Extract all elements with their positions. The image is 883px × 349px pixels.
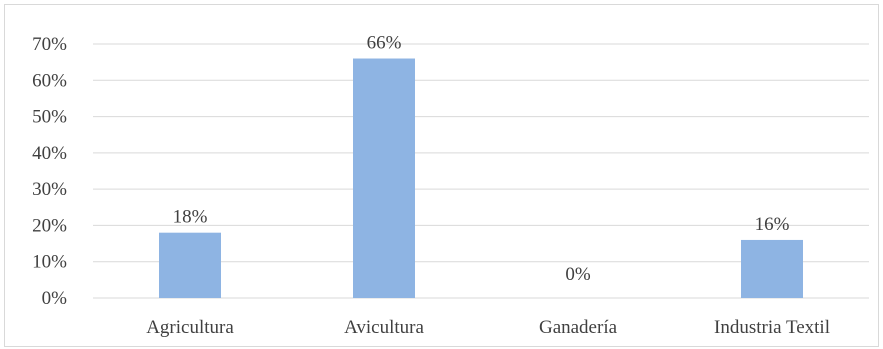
bar	[353, 58, 415, 299]
y-tick-label: 30%	[32, 179, 67, 200]
y-tick-label: 60%	[32, 70, 67, 91]
x-axis-category-labels: Agricultura Avicultura Ganadería Industria …	[146, 317, 830, 338]
bars	[159, 58, 803, 299]
data-labels: 18% 66% 0% 16%	[173, 33, 790, 285]
x-category-label: Agricultura	[146, 317, 234, 338]
gridlines	[93, 43, 869, 299]
data-label: 66%	[367, 33, 402, 54]
bar	[159, 232, 221, 298]
y-tick-label: 0%	[42, 288, 68, 309]
x-category-label: Avicultura	[344, 317, 424, 338]
y-tick-label: 20%	[32, 215, 67, 236]
y-tick-label: 50%	[32, 107, 67, 128]
x-category-label: Industria Textil	[714, 317, 830, 338]
chart-frame	[4, 4, 879, 347]
data-label: 18%	[173, 207, 208, 228]
x-category-label: Ganadería	[539, 317, 618, 338]
bar	[741, 239, 803, 298]
y-tick-label: 40%	[32, 143, 67, 164]
data-label: 16%	[755, 214, 790, 235]
data-label: 0%	[565, 264, 591, 285]
y-axis-tick-labels: 0% 10% 20% 30% 40% 50% 60% 70%	[32, 34, 67, 309]
y-tick-label: 10%	[32, 252, 67, 273]
y-tick-label: 70%	[32, 34, 67, 55]
